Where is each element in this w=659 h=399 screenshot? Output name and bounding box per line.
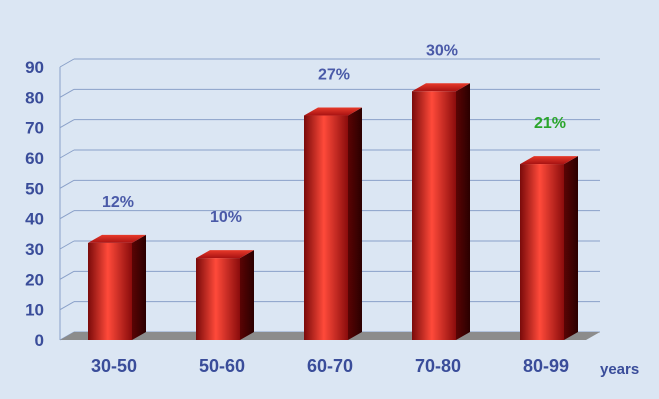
bar-front	[88, 242, 132, 340]
gridline-diagonal	[59, 301, 75, 311]
y-tick-label: 70	[25, 119, 44, 138]
bar-top	[520, 156, 578, 165]
bar-80-99	[520, 156, 578, 340]
bar-side	[240, 250, 254, 340]
gridline-diagonal	[59, 270, 75, 280]
data-label: 27%	[318, 67, 350, 84]
bar-side	[564, 156, 578, 340]
bar-50-60	[196, 250, 254, 340]
gridline-diagonal	[59, 210, 75, 220]
bar-top	[196, 250, 254, 259]
x-tick-label: 50-60	[199, 356, 245, 376]
gridline-diagonal	[59, 58, 75, 68]
y-tick-label: 80	[25, 88, 44, 107]
data-label: 30%	[426, 42, 458, 59]
x-axis-labels: 30-50 50-60 60-70 70-80 80-99	[91, 356, 569, 376]
x-tick-label: 80-99	[523, 356, 569, 376]
x-tick-label: 30-50	[91, 356, 137, 376]
y-tick-label: 10	[25, 301, 44, 320]
x-tick-label: 70-80	[415, 356, 461, 376]
data-label: 21%	[534, 115, 566, 132]
gridline-diagonal	[59, 179, 75, 189]
y-tick-label: 60	[25, 149, 44, 168]
bars	[88, 83, 578, 341]
x-axis-unit-label: years	[600, 361, 639, 378]
data-label: 10%	[210, 209, 242, 226]
bar-top	[88, 234, 146, 243]
bar-top	[412, 83, 470, 92]
y-tick-label: 40	[25, 210, 44, 229]
bar-70-80	[412, 83, 470, 341]
data-label: 12%	[102, 194, 134, 211]
gridline-diagonal	[59, 240, 75, 250]
bar-front	[520, 164, 564, 340]
bar-top	[304, 107, 362, 116]
y-tick-label: 90	[25, 58, 44, 77]
bar-front	[304, 115, 348, 341]
y-tick-label: 50	[25, 179, 44, 198]
y-tick-label: 20	[25, 270, 44, 289]
gridline-diagonal	[59, 88, 75, 98]
bar-side	[132, 234, 146, 340]
bar-30-50	[88, 234, 146, 340]
bar-front	[196, 258, 240, 340]
y-tick-label: 30	[25, 240, 44, 259]
bar-60-70	[304, 107, 362, 341]
data-labels: 12% 10% 27% 30% 21%	[102, 42, 566, 226]
x-tick-label: 60-70	[307, 356, 353, 376]
gridline-diagonal	[59, 149, 75, 159]
y-tick-label: 0	[35, 331, 44, 350]
bar-side	[348, 107, 362, 341]
y-axis: 0 10 20 30 40 50 60 70 80 90	[25, 58, 61, 350]
gridline-diagonal	[59, 119, 75, 129]
bar-side	[456, 83, 470, 341]
bar-front	[412, 91, 456, 341]
